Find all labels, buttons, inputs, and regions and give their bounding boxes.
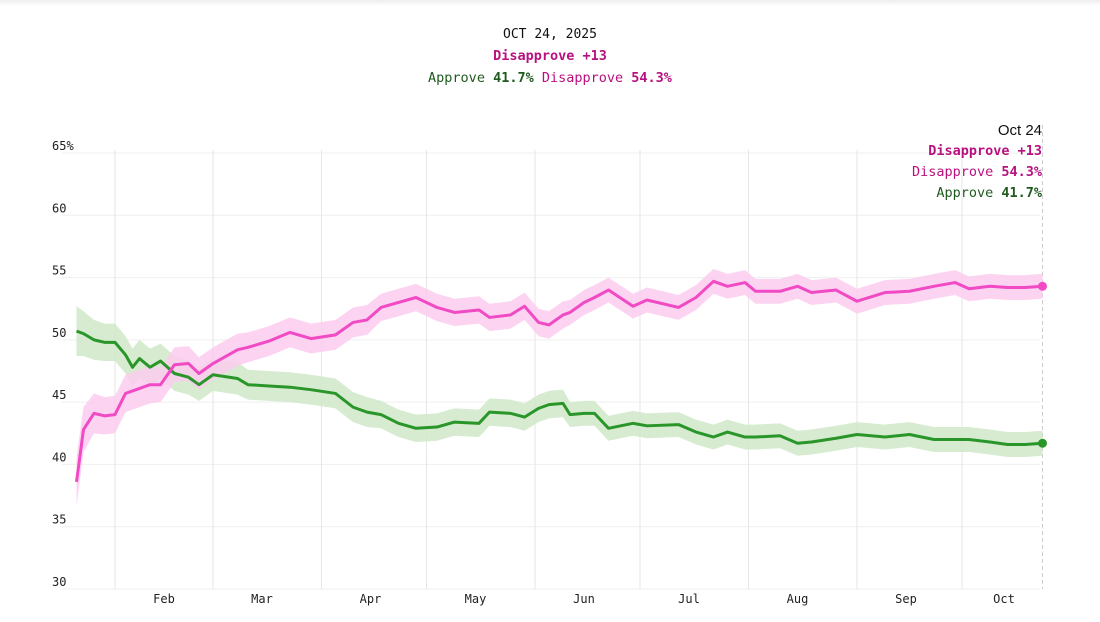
header-date: OCT 24, 2025: [503, 27, 597, 42]
disapprove-band: [76, 268, 1043, 507]
header-disapprove-label: Disapprove: [541, 70, 624, 86]
y-tick-label: 45: [52, 388, 66, 402]
disapprove-line: [75, 279, 1043, 483]
disapprove-latest-point: [1038, 281, 1047, 291]
header-approve-value: 41.7%: [493, 70, 534, 86]
x-tick-label: Jul: [678, 592, 700, 606]
y-tick-label: 55: [52, 264, 66, 278]
callout-date: Oct 24: [997, 122, 1042, 139]
y-tick-label: 65%: [52, 139, 74, 153]
x-tick-label: Mar: [251, 592, 273, 606]
callout-disapprove-value: 54.3%: [1001, 164, 1042, 180]
x-tick-label: May: [465, 592, 487, 606]
y-tick-label: 50: [52, 326, 66, 340]
approve-band: [76, 306, 1043, 457]
header-approve-label: Approve: [428, 70, 485, 86]
callout-approve-label: Approve: [936, 185, 994, 201]
x-tick-label: Apr: [360, 592, 382, 606]
y-tick-label: 60: [52, 201, 66, 215]
callout-disapprove: Disapprove 54.3%: [912, 164, 1042, 180]
callout-approve-value: 41.7%: [1001, 185, 1042, 201]
x-tick-label: Aug: [787, 592, 809, 606]
x-tick-label: Sep: [895, 592, 917, 606]
header-values: Approve 41.7% Disapprove 54.3%: [0, 70, 1100, 86]
approve-latest-point: [1038, 438, 1047, 448]
y-tick-label: 35: [52, 513, 66, 527]
uncertainty-bands: [76, 268, 1043, 507]
series-lines: [75, 279, 1047, 483]
x-tick-label: Jun: [573, 592, 595, 606]
approve-line: [75, 329, 1043, 446]
callout-net-margin: Disapprove +13: [928, 143, 1042, 159]
header-net-margin: Disapprove +13: [493, 48, 607, 64]
x-tick-label: Feb: [153, 592, 175, 606]
y-tick-label: 40: [52, 450, 66, 464]
x-tick-label: Oct: [993, 592, 1015, 606]
axis-labels: 30 35 40 45 50 55 60 65% Feb Mar Apr May Jun Jul Aug Se…: [52, 139, 1015, 606]
header-disapprove-value: 54.3%: [631, 70, 672, 86]
callout-approve: Approve 41.7%: [936, 185, 1042, 201]
y-tick-label: 30: [52, 575, 66, 589]
callout-disapprove-label: Disapprove: [911, 164, 994, 180]
top-edge: [0, 0, 1100, 6]
